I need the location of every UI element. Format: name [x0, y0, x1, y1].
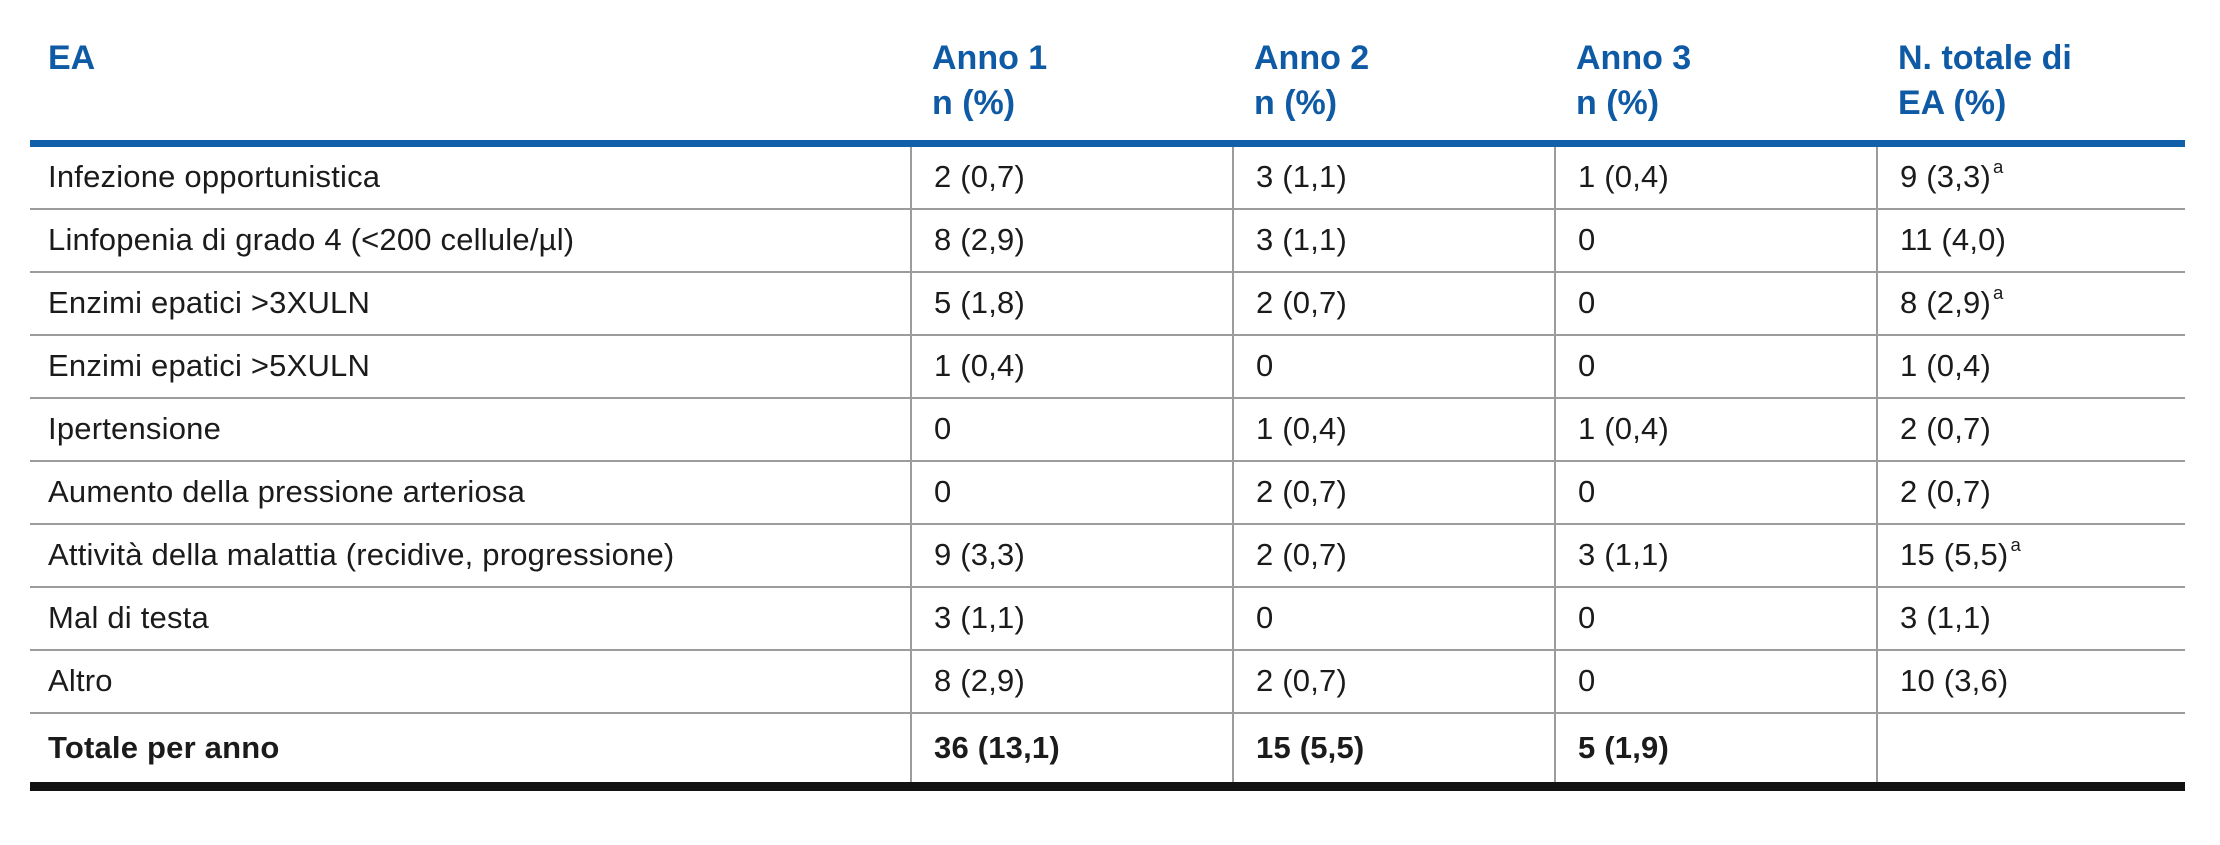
cell-total: 2 (0,7)	[1876, 461, 2185, 523]
row-label: Aumento della pressione arteriosa	[48, 474, 526, 510]
column-header-anno1-line2: n (%)	[932, 83, 1016, 122]
column-header-total-line1: N. totale di	[1898, 39, 2072, 77]
cell-anno3: 0	[1554, 461, 1876, 523]
cell-anno1: 3 (1,1)	[910, 587, 1232, 649]
cell-anno2: 3 (1,1)	[1232, 209, 1554, 271]
cell-anno2: 2 (0,7)	[1232, 650, 1554, 712]
cell-total: 11 (4,0)	[1876, 209, 2185, 271]
total-anno3: 5 (1,9)	[1554, 713, 1876, 782]
row-label: Ipertensione	[48, 411, 222, 447]
column-header-total: N. totale di EA (%)	[1876, 26, 2185, 140]
cell-anno1: 0	[910, 398, 1232, 460]
cell-total: 15 (5,5) a	[1876, 524, 2185, 586]
row-label: Altro	[48, 663, 113, 699]
column-header-anno3-line1: Anno 3	[1576, 39, 1692, 77]
row-label: Attività della malattia (recidive, progr…	[48, 537, 675, 573]
row-label: Infezione opportunistica	[48, 159, 381, 195]
total-row-label: Totale per anno	[48, 729, 280, 765]
cell-anno1: 5 (1,8)	[910, 272, 1232, 334]
cell-anno3: 1 (0,4)	[1554, 146, 1876, 208]
cell-anno3: 0	[1554, 335, 1876, 397]
adverse-events-table: EA Anno 1 n (%) Anno 2 n (%) Anno 3 n (%…	[30, 26, 2185, 791]
table-row: Infezione opportunistica 2 (0,7) 3 (1,1)…	[30, 146, 2185, 210]
column-header-anno2-line1: Anno 2	[1254, 39, 1370, 77]
cell-anno3: 0	[1554, 587, 1876, 649]
table-row: Mal di testa 3 (1,1) 0 0 3 (1,1)	[30, 587, 2185, 651]
table-row: Enzimi epatici >5XULN 1 (0,4) 0 0 1 (0,4…	[30, 335, 2185, 399]
table-header-row: EA Anno 1 n (%) Anno 2 n (%) Anno 3 n (%…	[30, 26, 2185, 147]
cell-total: 1 (0,4)	[1876, 335, 2185, 397]
cell-anno3: 0	[1554, 650, 1876, 712]
cell-anno2: 2 (0,7)	[1232, 272, 1554, 334]
column-header-ea-label: EA	[48, 39, 96, 77]
cell-total-value: 2 (0,7)	[1900, 474, 1991, 510]
table-row: Attività della malattia (recidive, progr…	[30, 524, 2185, 588]
cell-anno3: 0	[1554, 209, 1876, 271]
cell-anno3: 0	[1554, 272, 1876, 334]
table-row: Linfopenia di grado 4 (<200 cellule/µl) …	[30, 209, 2185, 273]
cell-anno1: 1 (0,4)	[910, 335, 1232, 397]
row-label: Enzimi epatici >5XULN	[48, 348, 371, 384]
cell-total: 9 (3,3) a	[1876, 146, 2185, 208]
table-row: Ipertensione 0 1 (0,4) 1 (0,4) 2 (0,7)	[30, 398, 2185, 462]
cell-total-value: 2 (0,7)	[1900, 411, 1991, 447]
cell-anno1: 8 (2,9)	[910, 650, 1232, 712]
row-label: Mal di testa	[48, 600, 209, 636]
cell-total: 3 (1,1)	[1876, 587, 2185, 649]
cell-total-value: 15 (5,5)	[1900, 537, 2009, 573]
cell-total-value: 1 (0,4)	[1900, 348, 1991, 384]
total-anno1: 36 (13,1)	[910, 713, 1232, 782]
column-header-anno2: Anno 2 n (%)	[1232, 26, 1554, 140]
cell-anno3: 1 (0,4)	[1554, 398, 1876, 460]
column-header-anno2-line2: n (%)	[1254, 83, 1338, 122]
cell-total: 8 (2,9) a	[1876, 272, 2185, 334]
cell-anno3: 3 (1,1)	[1554, 524, 1876, 586]
cell-anno1: 9 (3,3)	[910, 524, 1232, 586]
cell-anno2: 0	[1232, 587, 1554, 649]
cell-total-value: 11 (4,0)	[1900, 222, 2007, 258]
column-header-anno1: Anno 1 n (%)	[910, 26, 1232, 140]
total-total	[1876, 713, 2185, 782]
row-label: Linfopenia di grado 4 (<200 cellule/µl)	[48, 222, 575, 258]
column-header-anno3-line2: n (%)	[1576, 83, 1660, 122]
cell-total: 2 (0,7)	[1876, 398, 2185, 460]
cell-anno1: 8 (2,9)	[910, 209, 1232, 271]
table-total-row: Totale per anno 36 (13,1) 15 (5,5) 5 (1,…	[30, 713, 2185, 791]
column-header-ea: EA	[30, 26, 910, 140]
total-anno2: 15 (5,5)	[1232, 713, 1554, 782]
cell-anno2: 2 (0,7)	[1232, 524, 1554, 586]
cell-anno1: 2 (0,7)	[910, 146, 1232, 208]
cell-anno2: 3 (1,1)	[1232, 146, 1554, 208]
cell-total-value: 10 (3,6)	[1900, 663, 2009, 699]
row-label: Enzimi epatici >3XULN	[48, 285, 371, 321]
column-header-total-line2: EA (%)	[1898, 83, 2007, 122]
table-row: Altro 8 (2,9) 2 (0,7) 0 10 (3,6)	[30, 650, 2185, 714]
cell-total-value: 3 (1,1)	[1900, 600, 1991, 636]
column-header-anno1-line1: Anno 1	[932, 39, 1048, 77]
cell-total: 10 (3,6)	[1876, 650, 2185, 712]
cell-anno2: 2 (0,7)	[1232, 461, 1554, 523]
cell-total-value: 8 (2,9)	[1900, 285, 1991, 321]
column-header-anno3: Anno 3 n (%)	[1554, 26, 1876, 140]
cell-total-value: 9 (3,3)	[1900, 159, 1991, 195]
cell-anno1: 0	[910, 461, 1232, 523]
table-row: Aumento della pressione arteriosa 0 2 (0…	[30, 461, 2185, 525]
table-row: Enzimi epatici >3XULN 5 (1,8) 2 (0,7) 0 …	[30, 272, 2185, 336]
cell-anno2: 0	[1232, 335, 1554, 397]
cell-anno2: 1 (0,4)	[1232, 398, 1554, 460]
